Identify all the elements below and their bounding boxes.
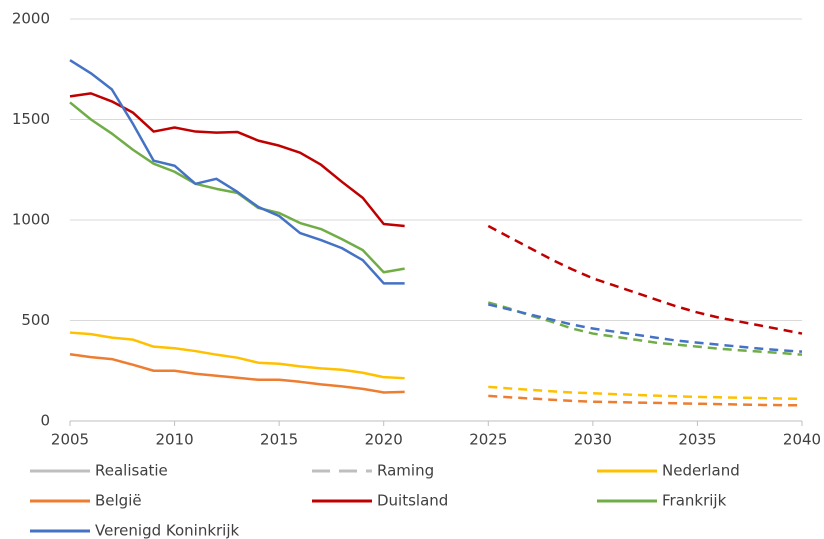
x-tick-label: 2040 [783, 431, 821, 449]
legend-label: Frankrijk [662, 492, 727, 510]
y-tick-label: 1000 [12, 211, 50, 229]
x-tick-label: 2025 [469, 431, 507, 449]
forecast-line [487, 301, 803, 356]
x-tick-label: 2015 [260, 431, 298, 449]
x-tick-label: 2020 [365, 431, 403, 449]
forecast-line [487, 303, 803, 353]
actual-line [69, 92, 405, 228]
x-tick-label: 2010 [155, 431, 193, 449]
legend-label: Nederland [662, 462, 740, 480]
x-tick-label: 2030 [574, 431, 612, 449]
legend-label: België [95, 492, 142, 510]
y-tick-label: 2000 [12, 10, 50, 28]
forecast-line [487, 224, 803, 335]
y-tick-label: 500 [21, 311, 50, 329]
actual-line [69, 353, 405, 394]
forecast-line [488, 394, 803, 407]
x-tick-label: 2005 [51, 431, 89, 449]
legend-label: Raming [377, 462, 434, 480]
forecast-line [488, 385, 803, 401]
legend-label: Duitsland [377, 492, 448, 510]
legend-label: Realisatie [95, 462, 168, 480]
actual-line [69, 101, 405, 274]
y-tick-label: 1500 [12, 110, 50, 128]
x-tick-label: 2035 [678, 431, 716, 449]
actual-line [69, 59, 405, 285]
legend-label: Verenigd Koninkrijk [95, 522, 240, 539]
actual-line [69, 331, 405, 380]
y-tick-label: 0 [40, 412, 50, 430]
